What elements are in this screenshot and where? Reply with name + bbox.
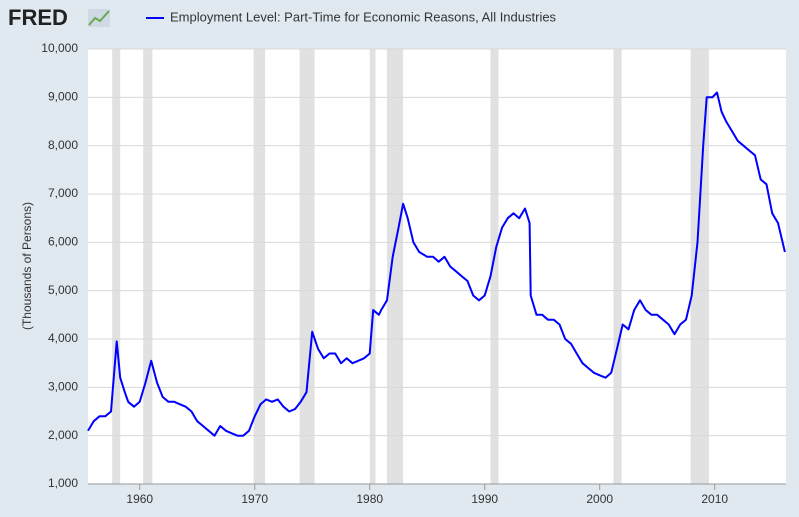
recession-band <box>112 49 121 484</box>
recession-band <box>143 49 153 484</box>
series-line <box>87 91 786 437</box>
legend-label: Employment Level: Part-Time for Economic… <box>170 9 557 24</box>
recession-band <box>386 49 404 484</box>
recession-band <box>613 49 622 484</box>
y-tick-label: 5,000 <box>48 283 78 297</box>
y-tick-label: 1,000 <box>48 476 78 490</box>
x-tick-label: 1960 <box>126 492 153 506</box>
y-tick-label: 10,000 <box>41 41 78 55</box>
recession-band <box>299 49 315 484</box>
x-tick-label: 2000 <box>586 492 613 506</box>
y-tick-label: 7,000 <box>48 186 78 200</box>
y-tick-label: 3,000 <box>48 380 78 394</box>
y-tick-label: 6,000 <box>48 235 78 249</box>
y-tick-label: 4,000 <box>48 331 78 345</box>
x-tick-label: 1980 <box>356 492 383 506</box>
recession-band <box>690 49 709 484</box>
x-tick-label: 1970 <box>241 492 268 506</box>
logo-icon <box>88 9 110 27</box>
y-tick-label: 9,000 <box>48 90 78 104</box>
y-tick-label: 2,000 <box>48 428 78 442</box>
recession-band <box>369 49 376 484</box>
logo-text: FRED <box>8 5 68 30</box>
y-tick-label: 8,000 <box>48 138 78 152</box>
recession-band <box>253 49 266 484</box>
x-tick-label: 1990 <box>471 492 498 506</box>
recession-band <box>490 49 499 484</box>
x-tick-label: 2010 <box>701 492 728 506</box>
plot-area <box>88 49 786 484</box>
y-axis-label: (Thousands of Persons) <box>20 202 34 330</box>
